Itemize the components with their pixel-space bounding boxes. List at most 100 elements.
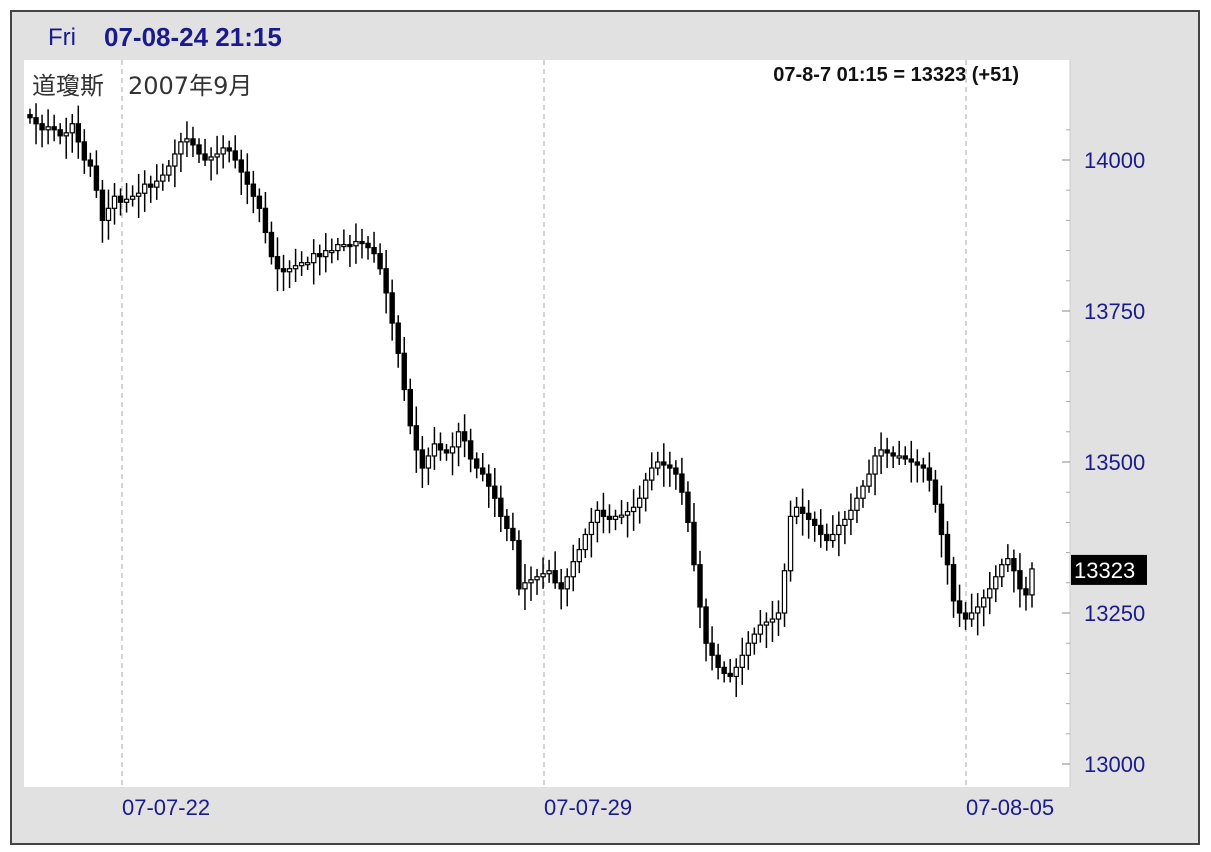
candle-body <box>630 506 637 513</box>
candle-body <box>141 183 148 194</box>
candle-body <box>878 449 884 457</box>
candle <box>359 228 365 259</box>
candle-body <box>799 506 806 514</box>
candle-body <box>866 473 872 487</box>
candle-body <box>87 159 94 167</box>
candle-body <box>673 467 679 475</box>
candle <box>576 538 583 574</box>
candle-body <box>329 250 335 254</box>
candle-body <box>238 159 244 173</box>
plot-area <box>24 60 1070 787</box>
candle <box>842 510 848 545</box>
candle <box>805 500 812 539</box>
candle-body <box>504 515 510 530</box>
candle-body <box>715 654 721 668</box>
candle <box>564 568 570 607</box>
candle <box>588 507 595 558</box>
candle-body <box>69 123 75 134</box>
candle <box>69 114 75 153</box>
candle-body <box>516 539 522 590</box>
candle-body <box>962 612 969 620</box>
candle-body <box>111 195 118 209</box>
candle-body <box>347 243 353 248</box>
candle-body <box>805 512 812 520</box>
candle <box>323 233 329 273</box>
candle <box>799 488 806 536</box>
current-value-badge <box>1071 554 1147 585</box>
candle <box>540 557 546 589</box>
candle-body <box>570 561 576 578</box>
candle-body <box>691 521 697 566</box>
candle-body <box>763 621 770 626</box>
candle <box>811 511 818 542</box>
candle <box>226 140 232 163</box>
candles <box>27 103 1035 697</box>
candle-body <box>359 240 365 245</box>
candle <box>310 239 317 285</box>
candle <box>860 480 866 508</box>
header-day: Fri <box>48 24 76 51</box>
candle <box>389 279 395 341</box>
candle <box>866 459 872 493</box>
candle <box>938 485 945 558</box>
candle-body <box>896 455 902 459</box>
candle-body <box>824 533 830 542</box>
candle <box>606 504 613 534</box>
candle <box>407 378 413 435</box>
candle-body <box>769 618 776 623</box>
candle-body <box>661 461 667 466</box>
candle-body <box>974 606 981 614</box>
candle <box>685 481 691 533</box>
candle <box>582 528 589 559</box>
candle <box>522 564 528 610</box>
candle-body <box>890 452 896 457</box>
candle-body <box>81 141 88 161</box>
candle <box>449 432 456 476</box>
candle <box>667 451 673 487</box>
candle <box>479 452 486 482</box>
candle <box>498 485 504 533</box>
candle-body <box>987 588 993 599</box>
candle-body <box>793 506 800 517</box>
candle-body <box>624 510 631 516</box>
candle <box>787 500 794 582</box>
candle <box>292 248 299 283</box>
candle <box>896 440 902 466</box>
candle <box>649 452 655 491</box>
candle-body <box>310 253 317 264</box>
candle <box>184 121 190 157</box>
candle <box>642 472 649 512</box>
candle-body <box>787 515 794 572</box>
candle <box>546 559 552 583</box>
candle-body <box>914 461 921 466</box>
candle <box>703 598 709 662</box>
candle-body <box>208 156 214 161</box>
candle <box>733 658 739 697</box>
candle-body <box>172 153 178 167</box>
candle-body <box>721 666 727 674</box>
candle-body <box>679 473 685 493</box>
candle-body <box>298 262 305 267</box>
candle <box>262 192 269 244</box>
candle <box>974 593 981 636</box>
candle-body <box>395 322 401 354</box>
candle <box>486 464 492 508</box>
candle <box>250 170 257 214</box>
y-tick-label: 14000 <box>1084 148 1145 173</box>
candle <box>612 509 619 531</box>
candle-body <box>202 153 208 161</box>
header-timestamp: 07-08-24 21:15 <box>104 22 282 52</box>
x-tick-label: 07-07-29 <box>544 795 632 820</box>
candle <box>661 443 667 487</box>
x-tick-label: 07-08-05 <box>966 795 1054 820</box>
candle <box>371 231 377 263</box>
candle <box>57 123 63 145</box>
candle-body <box>564 576 570 590</box>
candle-body <box>980 597 987 608</box>
candle-body <box>304 262 311 266</box>
candle <box>148 175 154 203</box>
candle-body <box>944 533 951 566</box>
candle <box>1005 544 1011 572</box>
candle <box>298 251 305 276</box>
candle-body <box>190 138 196 146</box>
